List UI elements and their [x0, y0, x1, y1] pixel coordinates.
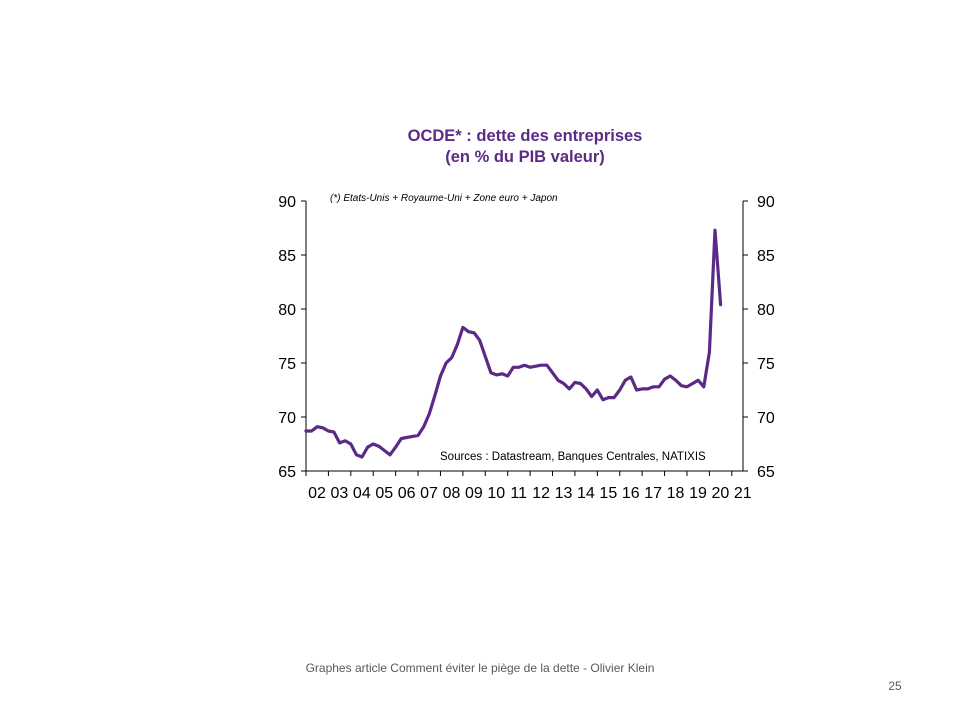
chart-note: (*) Etats-Unis + Royaume-Uni + Zone euro…: [330, 193, 558, 204]
chart-axes: [305, 201, 744, 472]
chart-title: OCDE* : dette des entreprises (en % du P…: [300, 126, 750, 168]
x-tick-label: 05: [375, 485, 393, 502]
x-tick-label: 15: [599, 485, 617, 502]
y-tick-label-left: 65: [278, 464, 296, 481]
chart-source: Sources : Datastream, Banques Centrales,…: [440, 451, 706, 463]
x-tick-label: 04: [353, 485, 371, 502]
x-tick-label: 21: [734, 485, 752, 502]
x-tick-label: 12: [532, 485, 550, 502]
x-tick-label: 16: [622, 485, 640, 502]
x-tick-label: 20: [711, 485, 729, 502]
y-tick-label-left: 70: [278, 410, 296, 427]
y-tick-label-right: 90: [757, 194, 775, 211]
y-tick-label-right: 75: [757, 356, 775, 373]
y-tick-label-right: 70: [757, 410, 775, 427]
x-tick-label: 10: [487, 485, 505, 502]
x-tick-label: 17: [644, 485, 662, 502]
y-tick-label-right: 80: [757, 302, 775, 319]
page-number: 25: [888, 679, 902, 693]
x-tick-label: 09: [465, 485, 483, 502]
x-tick-label: 13: [555, 485, 573, 502]
y-tick-label-right: 65: [757, 464, 775, 481]
x-tick-label: 08: [443, 485, 461, 502]
chart-title-line-1: OCDE* : dette des entreprises: [407, 127, 643, 145]
chart-ticks: 90 90 85 85 80 80 75 75 70 70 65 65 02 03 04 05 06 07 08 09…: [278, 194, 775, 502]
x-tick-label: 03: [331, 485, 349, 502]
x-tick-label: 07: [420, 485, 438, 502]
y-tick-label-left: 90: [278, 194, 296, 211]
x-tick-label: 19: [689, 485, 707, 502]
x-tick-label: 18: [667, 485, 685, 502]
y-tick-label-right: 85: [757, 248, 775, 265]
y-tick-label-left: 75: [278, 356, 296, 373]
x-tick-label: 06: [398, 485, 416, 502]
x-tick-label: 11: [510, 485, 527, 502]
x-tick-label: 14: [577, 485, 595, 502]
y-tick-label-left: 80: [278, 302, 296, 319]
x-tick-label: 02: [308, 485, 326, 502]
y-tick-label-left: 85: [278, 248, 296, 265]
series-line: [304, 228, 723, 459]
chart-title-line-2: (en % du PIB valeur): [445, 148, 605, 166]
footer-caption: Graphes article Comment éviter le piège …: [305, 661, 655, 675]
